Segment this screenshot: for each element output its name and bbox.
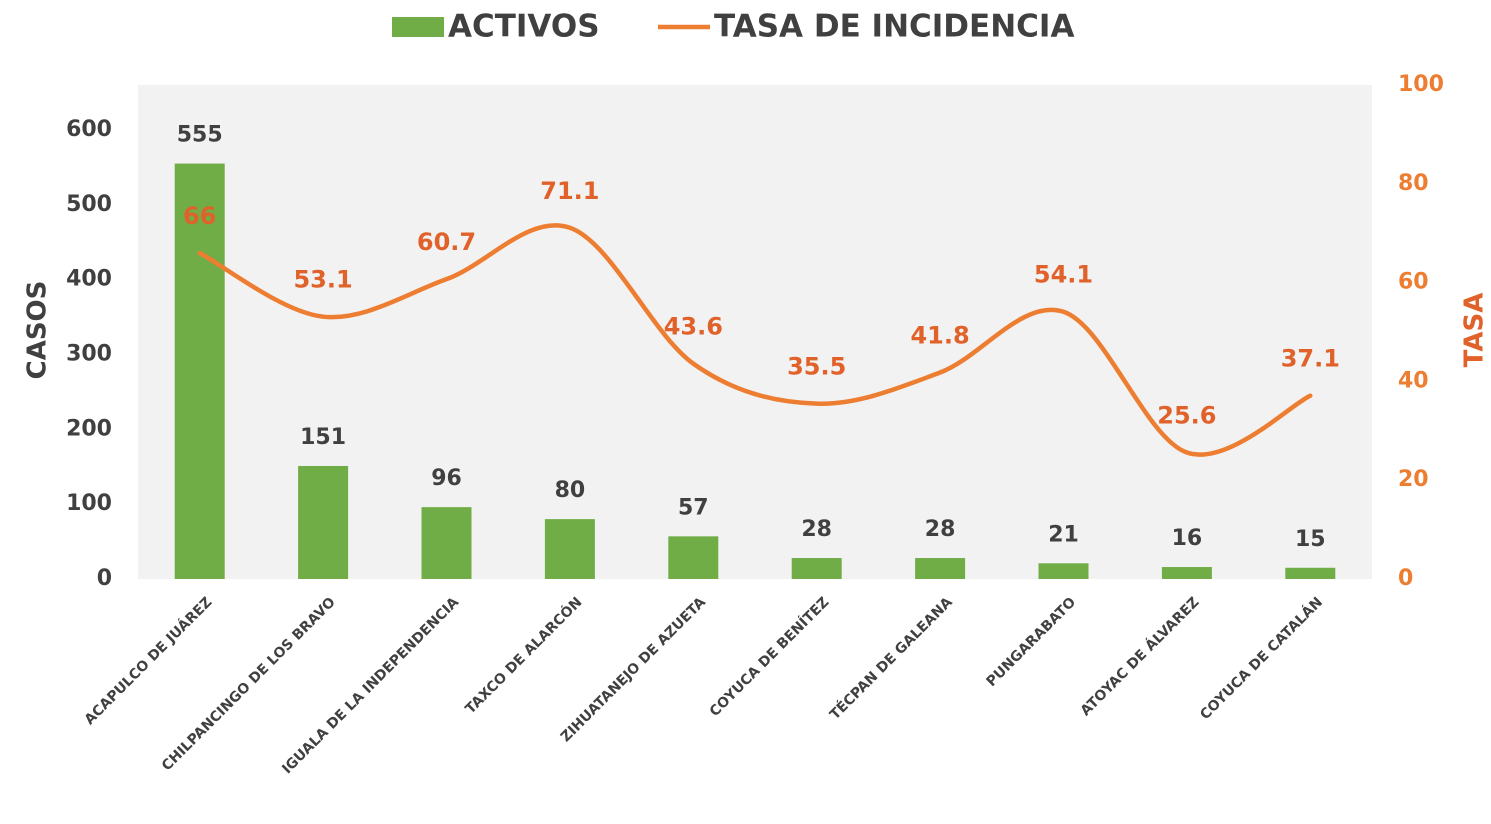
x-tick-label: COYUCA DE BENÍTEZ	[706, 594, 832, 720]
bar-value-label: 80	[555, 478, 586, 503]
line-value-label: 35.5	[787, 353, 846, 381]
bar	[544, 519, 595, 579]
bar-value-label: 96	[431, 466, 462, 491]
y2-tick-label: 60	[1398, 270, 1429, 295]
line-value-label: 43.6	[664, 313, 723, 341]
bar-value-label: 28	[801, 517, 832, 542]
bar	[174, 163, 225, 579]
y-tick-label: 100	[66, 491, 112, 516]
bar	[298, 465, 349, 579]
x-tick-label: ATOYAC DE ÁLVAREZ	[1077, 594, 1203, 720]
y2-tick-label: 100	[1398, 72, 1444, 97]
line-value-label: 41.8	[910, 322, 969, 350]
y2-tick-label: 20	[1398, 467, 1429, 492]
bar-value-label: 28	[925, 517, 956, 542]
bar-value-label: 16	[1172, 526, 1203, 551]
x-tick-label: TAXCO DE ALARCÓN	[461, 593, 585, 717]
y2-tick-label: 40	[1398, 368, 1429, 393]
x-tick-label: COYUCA DE CATALÁN	[1197, 594, 1326, 723]
line-value-label: 37.1	[1281, 345, 1340, 373]
line-value-label: 60.7	[417, 228, 476, 256]
bar-value-label: 57	[678, 495, 709, 520]
bar-value-label: 15	[1295, 527, 1326, 552]
bar	[421, 507, 472, 579]
bar	[915, 558, 966, 579]
x-tick-label: PUNGARABATO	[984, 594, 1080, 690]
bar-value-label: 21	[1048, 522, 1079, 547]
legend-label: ACTIVOS	[448, 9, 600, 45]
y-tick-label: 200	[66, 416, 112, 441]
y2-tick-label: 0	[1398, 566, 1413, 591]
y2-tick-label: 80	[1398, 171, 1429, 196]
line-value-label: 54.1	[1034, 261, 1093, 289]
y-tick-label: 300	[66, 341, 112, 366]
y2-axis-title: TASA	[1460, 293, 1490, 368]
bar-value-label: 151	[300, 425, 346, 450]
line-value-label: 66	[183, 202, 216, 230]
bar-value-label: 555	[177, 123, 223, 148]
legend-swatch	[392, 17, 444, 37]
bar	[1038, 563, 1089, 579]
y-tick-label: 0	[97, 566, 112, 591]
line	[197, 223, 1313, 457]
legend-label: TASA DE INCIDENCIA	[714, 9, 1074, 45]
y-tick-label: 600	[66, 117, 112, 142]
x-tick-label: TÉCPAN DE GALEANA	[826, 594, 956, 724]
bar	[668, 536, 719, 579]
x-tick-label: ACAPULCO DE JUÁREZ	[81, 594, 215, 728]
y-tick-label: 500	[66, 192, 112, 217]
line-value-label: 53.1	[293, 266, 352, 294]
y-tick-label: 400	[66, 267, 112, 292]
line-value-label: 25.6	[1157, 402, 1216, 430]
bar	[791, 558, 842, 579]
x-tick-label: ZIHUATANEJO DE AZUETA	[558, 594, 709, 745]
y-axis-title: CASOS	[23, 281, 53, 380]
bar	[1285, 567, 1336, 579]
bar	[1161, 567, 1212, 579]
line-value-label: 71.1	[540, 177, 599, 205]
